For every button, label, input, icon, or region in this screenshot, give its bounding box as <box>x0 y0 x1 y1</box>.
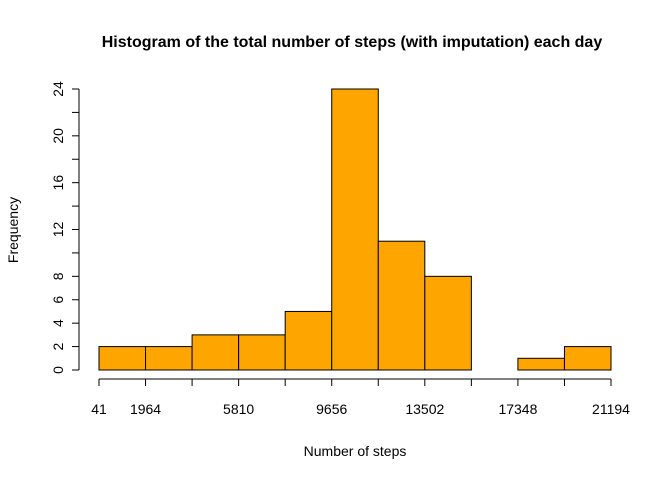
x-tick-label: 21194 <box>592 401 630 417</box>
y-tick-label: 4 <box>50 319 66 327</box>
y-tick-label: 6 <box>50 296 66 304</box>
histogram-bar <box>517 357 565 371</box>
histogram-bar <box>238 334 286 371</box>
histogram-bar <box>191 334 240 371</box>
histogram-bar <box>145 346 193 371</box>
y-axis-label: Frequency <box>5 197 21 263</box>
x-tick-label: 1964 <box>130 401 161 417</box>
x-axis: 41 1964 5810 9656 13502 17348 21194 <box>91 378 630 417</box>
histogram-bar <box>98 346 147 371</box>
x-tick-label: 41 <box>91 401 107 417</box>
histogram-bar <box>563 346 612 371</box>
y-tick-label: 12 <box>50 222 66 238</box>
x-tick-label: 17348 <box>498 401 537 417</box>
x-tick-label: 9656 <box>316 401 347 417</box>
histogram-bar <box>377 240 426 371</box>
y-tick-label: 16 <box>50 175 66 191</box>
x-tick-label: 13502 <box>405 401 444 417</box>
y-tick-label: 24 <box>50 81 66 97</box>
y-tick-label: 2 <box>50 342 66 350</box>
histogram-bar <box>331 88 379 371</box>
histogram-bar <box>424 275 472 371</box>
bars-group <box>98 88 612 371</box>
x-axis-label: Number of steps <box>304 443 407 459</box>
chart-title: Histogram of the total number of steps (… <box>102 34 603 51</box>
y-tick-label: 8 <box>50 272 66 280</box>
y-tick-label: 20 <box>50 128 66 144</box>
y-tick-label: 0 <box>50 366 66 374</box>
histogram-bar <box>284 310 333 371</box>
x-tick-label: 5810 <box>223 401 254 417</box>
